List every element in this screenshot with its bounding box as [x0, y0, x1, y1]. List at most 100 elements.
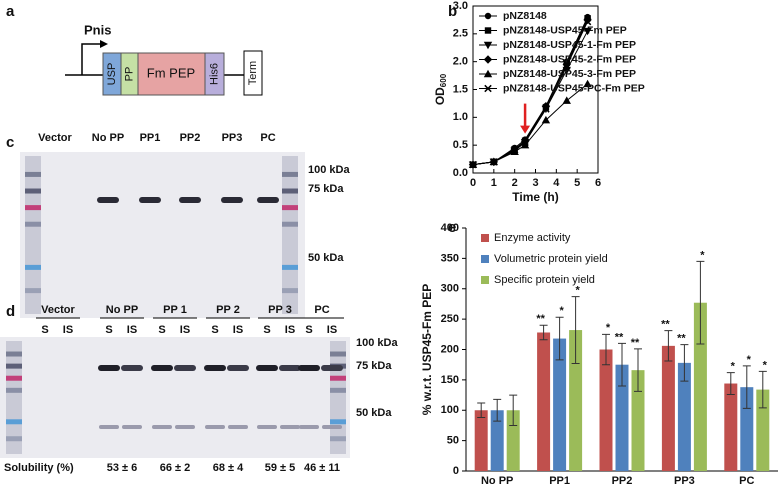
x-tick-label: No PP: [481, 475, 513, 487]
legend-swatch: [481, 255, 489, 263]
solubility-value: 53 ± 6: [107, 462, 138, 474]
y-tick-label: 200: [441, 343, 459, 355]
error-bar: [726, 372, 735, 395]
data-point: [542, 105, 550, 113]
minor-band: [205, 425, 225, 429]
ladder-band: [6, 387, 22, 393]
ladder-band: [330, 387, 346, 393]
ladder-band: [6, 375, 22, 381]
arrow-head: [100, 40, 108, 48]
legend-label: Enzyme activity: [494, 232, 571, 244]
ladder-band: [330, 419, 346, 425]
group-label: PC: [314, 304, 329, 316]
ladder-band: [282, 288, 298, 294]
error-bar: [758, 370, 767, 409]
data-point: [583, 17, 592, 26]
error-bar: [664, 330, 673, 362]
x-tick-label: 3: [532, 177, 538, 189]
fraction-label: S: [263, 324, 270, 336]
error-bar: [602, 333, 610, 366]
panel-letter: c: [6, 134, 14, 151]
ladder-band: [25, 205, 41, 211]
ladder-band: [282, 188, 298, 194]
protein-band: [256, 365, 278, 371]
minor-band: [257, 425, 277, 429]
marker-label: 50 kDa: [356, 407, 392, 419]
fraction-label: S: [158, 324, 165, 336]
x-tick-label: 6: [595, 177, 601, 189]
legend-marker: [483, 41, 493, 50]
error-bar: [539, 324, 548, 341]
significance-label: **: [677, 333, 686, 345]
significance-label: **: [661, 319, 670, 331]
y-tick-label: 50: [447, 435, 459, 447]
ladder-band: [25, 288, 41, 294]
legend-label: pNZ8148-USP45-1-Fm PEP: [503, 39, 636, 51]
ladder-band: [282, 171, 298, 177]
bar: [553, 338, 567, 471]
protein-band: [321, 365, 343, 371]
x-tick-label: 4: [553, 177, 560, 189]
part-label: Fm PEP: [147, 65, 195, 80]
protein-band: [151, 365, 173, 371]
ladder-band: [25, 264, 41, 270]
x-tick-label: PP2: [612, 475, 633, 487]
group-label: PP 2: [216, 304, 240, 316]
error-bar: [477, 402, 486, 419]
bar: [693, 302, 707, 471]
fraction-label: S: [305, 324, 312, 336]
bar: [661, 345, 675, 471]
y-axis-title: % w.r.t. USP45-Fm PEP: [420, 284, 434, 416]
bar: [537, 332, 551, 471]
marker-label: 100 kDa: [356, 337, 398, 349]
legend-label: pNZ8148-USP45-3-Fm PEP: [503, 68, 636, 80]
y-tick-label: 0.5: [453, 139, 468, 151]
y-tick-label: 2.0: [453, 56, 468, 68]
significance-label: **: [631, 337, 640, 349]
bar: [631, 370, 645, 471]
significance-label: *: [575, 285, 580, 297]
significance-label: *: [763, 359, 768, 371]
lane-label: PP3: [222, 132, 243, 144]
protein-band: [279, 365, 301, 371]
protein-band: [257, 197, 279, 203]
significance-label: *: [747, 354, 752, 366]
protein-band: [298, 365, 320, 371]
data-point: [521, 138, 529, 147]
part-box: [204, 52, 225, 96]
y-tick-label: 300: [441, 283, 459, 295]
bar: [599, 349, 613, 471]
ladder-band: [330, 436, 346, 442]
significance-label: *: [606, 322, 611, 334]
bar: [569, 330, 583, 471]
panel-letter: b: [448, 3, 457, 20]
data-point: [469, 160, 477, 169]
legend-marker: [483, 55, 493, 64]
x-axis-title: Time (h): [512, 190, 558, 204]
data-point: [563, 62, 571, 70]
protein-band: [139, 197, 161, 203]
data-point: [520, 140, 530, 149]
y-tick-label: 1.0: [453, 111, 468, 123]
protein-band: [97, 197, 119, 203]
legend-swatch: [481, 276, 489, 284]
legend-swatch: [481, 234, 489, 242]
ladder-band: [330, 375, 346, 381]
part-label: USP: [106, 63, 118, 86]
series-line: [472, 83, 588, 166]
fraction-label: S: [211, 324, 218, 336]
minor-band: [280, 425, 300, 429]
group-label: PP 3: [268, 304, 292, 316]
arrow-head: [520, 125, 531, 134]
x-tick-label: PC: [739, 475, 754, 487]
legend-label: pNZ8148-USP45-PC-Fm PEP: [503, 82, 645, 94]
y-tick-label: 3.0: [453, 0, 468, 12]
protein-band: [98, 365, 120, 371]
x-tick-label: PP1: [549, 475, 570, 487]
minor-band: [322, 425, 342, 429]
lane-label: Vector: [38, 132, 72, 144]
ladder-band: [282, 205, 298, 211]
minor-band: [228, 425, 248, 429]
legend-label: Specific protein yield: [494, 274, 595, 286]
